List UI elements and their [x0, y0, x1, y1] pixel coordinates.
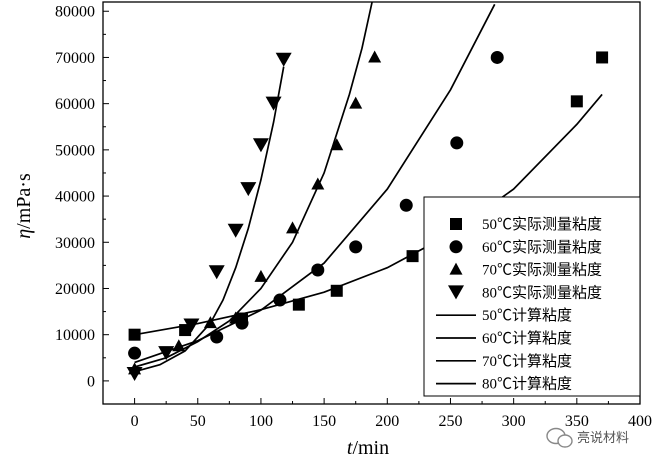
- y-tick-label: 70000: [55, 50, 95, 67]
- legend-label: 70℃实际测量粘度: [482, 262, 602, 279]
- series-1: [128, 50, 504, 360]
- series-6: [134, 2, 373, 368]
- data-point: [128, 328, 141, 341]
- y-tick-label: 50000: [55, 142, 95, 159]
- wechat-icon: [546, 427, 573, 448]
- legend-label: 50℃计算粘度: [482, 306, 572, 324]
- legend-item: 50℃实际测量粘度: [450, 216, 602, 233]
- data-point: [330, 138, 344, 151]
- y-tick-label: 0: [87, 373, 95, 390]
- legend: 50℃实际测量粘度 60℃实际测量粘度 70℃实际测量粘度 80℃实际测量粘度 50℃计…: [423, 196, 641, 397]
- legend-item: 70℃计算粘度: [436, 352, 572, 370]
- x-tick-label: 250: [438, 413, 462, 430]
- legend-label: 80℃实际测量粘度: [482, 284, 602, 301]
- axes: 0 50 100 150 200 250 300 350 400 0 10000 20000 30000…: [55, 1, 652, 430]
- legend-item: 80℃计算粘度: [436, 375, 572, 393]
- legend-marker: [450, 218, 462, 230]
- data-point: [292, 298, 305, 311]
- series-layer: [126, 2, 609, 381]
- y-tick-label: 30000: [55, 235, 95, 252]
- data-point: [570, 95, 583, 108]
- data-point: [349, 240, 363, 254]
- y-tick-label: 60000: [55, 96, 95, 113]
- legend-item: 60℃计算粘度: [436, 329, 572, 347]
- calc-curve: [134, 2, 373, 368]
- data-point: [240, 182, 257, 197]
- data-point: [227, 223, 244, 238]
- x-tick-label: 0: [131, 413, 139, 430]
- series-4: [134, 93, 603, 336]
- y-tick-label: 20000: [55, 281, 95, 298]
- y-tick-label: 80000: [55, 4, 95, 21]
- data-point: [286, 221, 300, 234]
- y-tick-label: 10000: [55, 327, 95, 344]
- data-point: [311, 263, 325, 277]
- x-tick-label: 200: [375, 413, 399, 430]
- data-point: [368, 50, 382, 63]
- data-point: [208, 265, 225, 280]
- data-point: [596, 51, 609, 64]
- legend-item: 80℃实际测量粘度: [448, 284, 602, 301]
- legend-item: 60℃实际测量粘度: [449, 239, 602, 256]
- x-axis-title: t/min: [347, 437, 389, 459]
- data-point: [275, 52, 292, 67]
- data-point: [254, 269, 268, 282]
- legend-label: 60℃计算粘度: [482, 329, 572, 347]
- x-tick-label: 400: [628, 413, 652, 430]
- legend-box: [423, 196, 641, 397]
- legend-item: 70℃实际测量粘度: [449, 262, 602, 279]
- data-point: [128, 346, 142, 360]
- data-point: [490, 50, 504, 64]
- legend-marker: [449, 262, 463, 275]
- x-tick-label: 350: [565, 413, 589, 430]
- x-tick-label: 100: [249, 413, 273, 430]
- data-point: [252, 138, 269, 153]
- watermark-text: 亮说材料: [577, 430, 629, 446]
- x-tick-label: 50: [190, 413, 206, 430]
- legend-label: 70℃计算粘度: [482, 352, 572, 370]
- legend-label: 60℃实际测量粘度: [482, 239, 602, 256]
- legend-label: 80℃计算粘度: [482, 375, 572, 393]
- data-point: [450, 136, 464, 150]
- x-tick-label: 150: [312, 413, 336, 430]
- series-7: [134, 66, 285, 373]
- legend-label: 50℃实际测量粘度: [482, 216, 602, 233]
- watermark: 亮说材料: [546, 427, 629, 448]
- data-point: [399, 198, 413, 212]
- legend-item: 50℃计算粘度: [436, 306, 572, 324]
- calc-curve: [134, 93, 603, 336]
- y-axis-title: η/mPa·s: [13, 173, 35, 239]
- legend-marker: [448, 285, 464, 300]
- data-point: [311, 177, 325, 190]
- y-tick-label: 40000: [55, 189, 95, 206]
- data-point: [349, 96, 363, 109]
- data-point: [265, 96, 282, 111]
- legend-marker: [449, 240, 463, 254]
- x-tick-label: 300: [502, 413, 526, 430]
- series-2: [128, 50, 382, 375]
- calc-curve: [134, 66, 285, 373]
